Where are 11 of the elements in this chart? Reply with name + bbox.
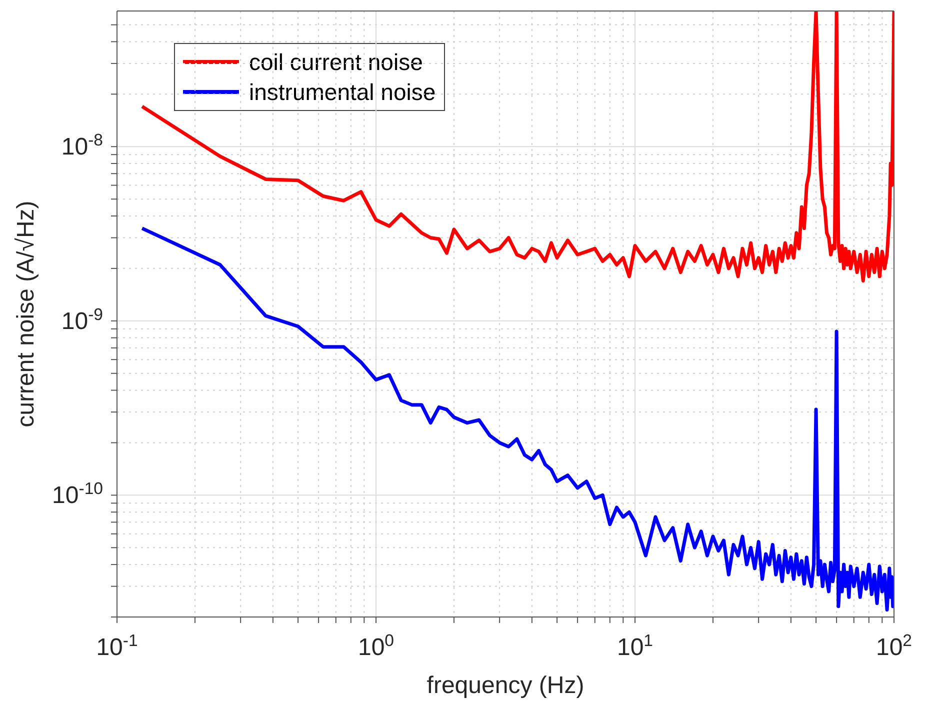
legend-label: instrumental noise [249, 78, 436, 107]
y-axis-title: current noise (A/√Hz) [12, 200, 40, 428]
legend-label: coil current noise [249, 48, 423, 77]
x-tick-label: 10$^{2}$ [876, 630, 912, 661]
x-tick-label: 10$^{1}$ [616, 630, 654, 661]
x-tick-label: 10$^{0}$ [358, 630, 394, 661]
x-tick-label: 10$^{-1}$ [96, 630, 138, 661]
y-tick-label: 10$^{-10}$ [52, 478, 103, 510]
x-axis-title: frequency (Hz) [426, 672, 584, 699]
y-tick-label: 10$^{-8}$ [61, 130, 103, 161]
y-tick-label: 10$^{-9}$ [61, 304, 103, 335]
